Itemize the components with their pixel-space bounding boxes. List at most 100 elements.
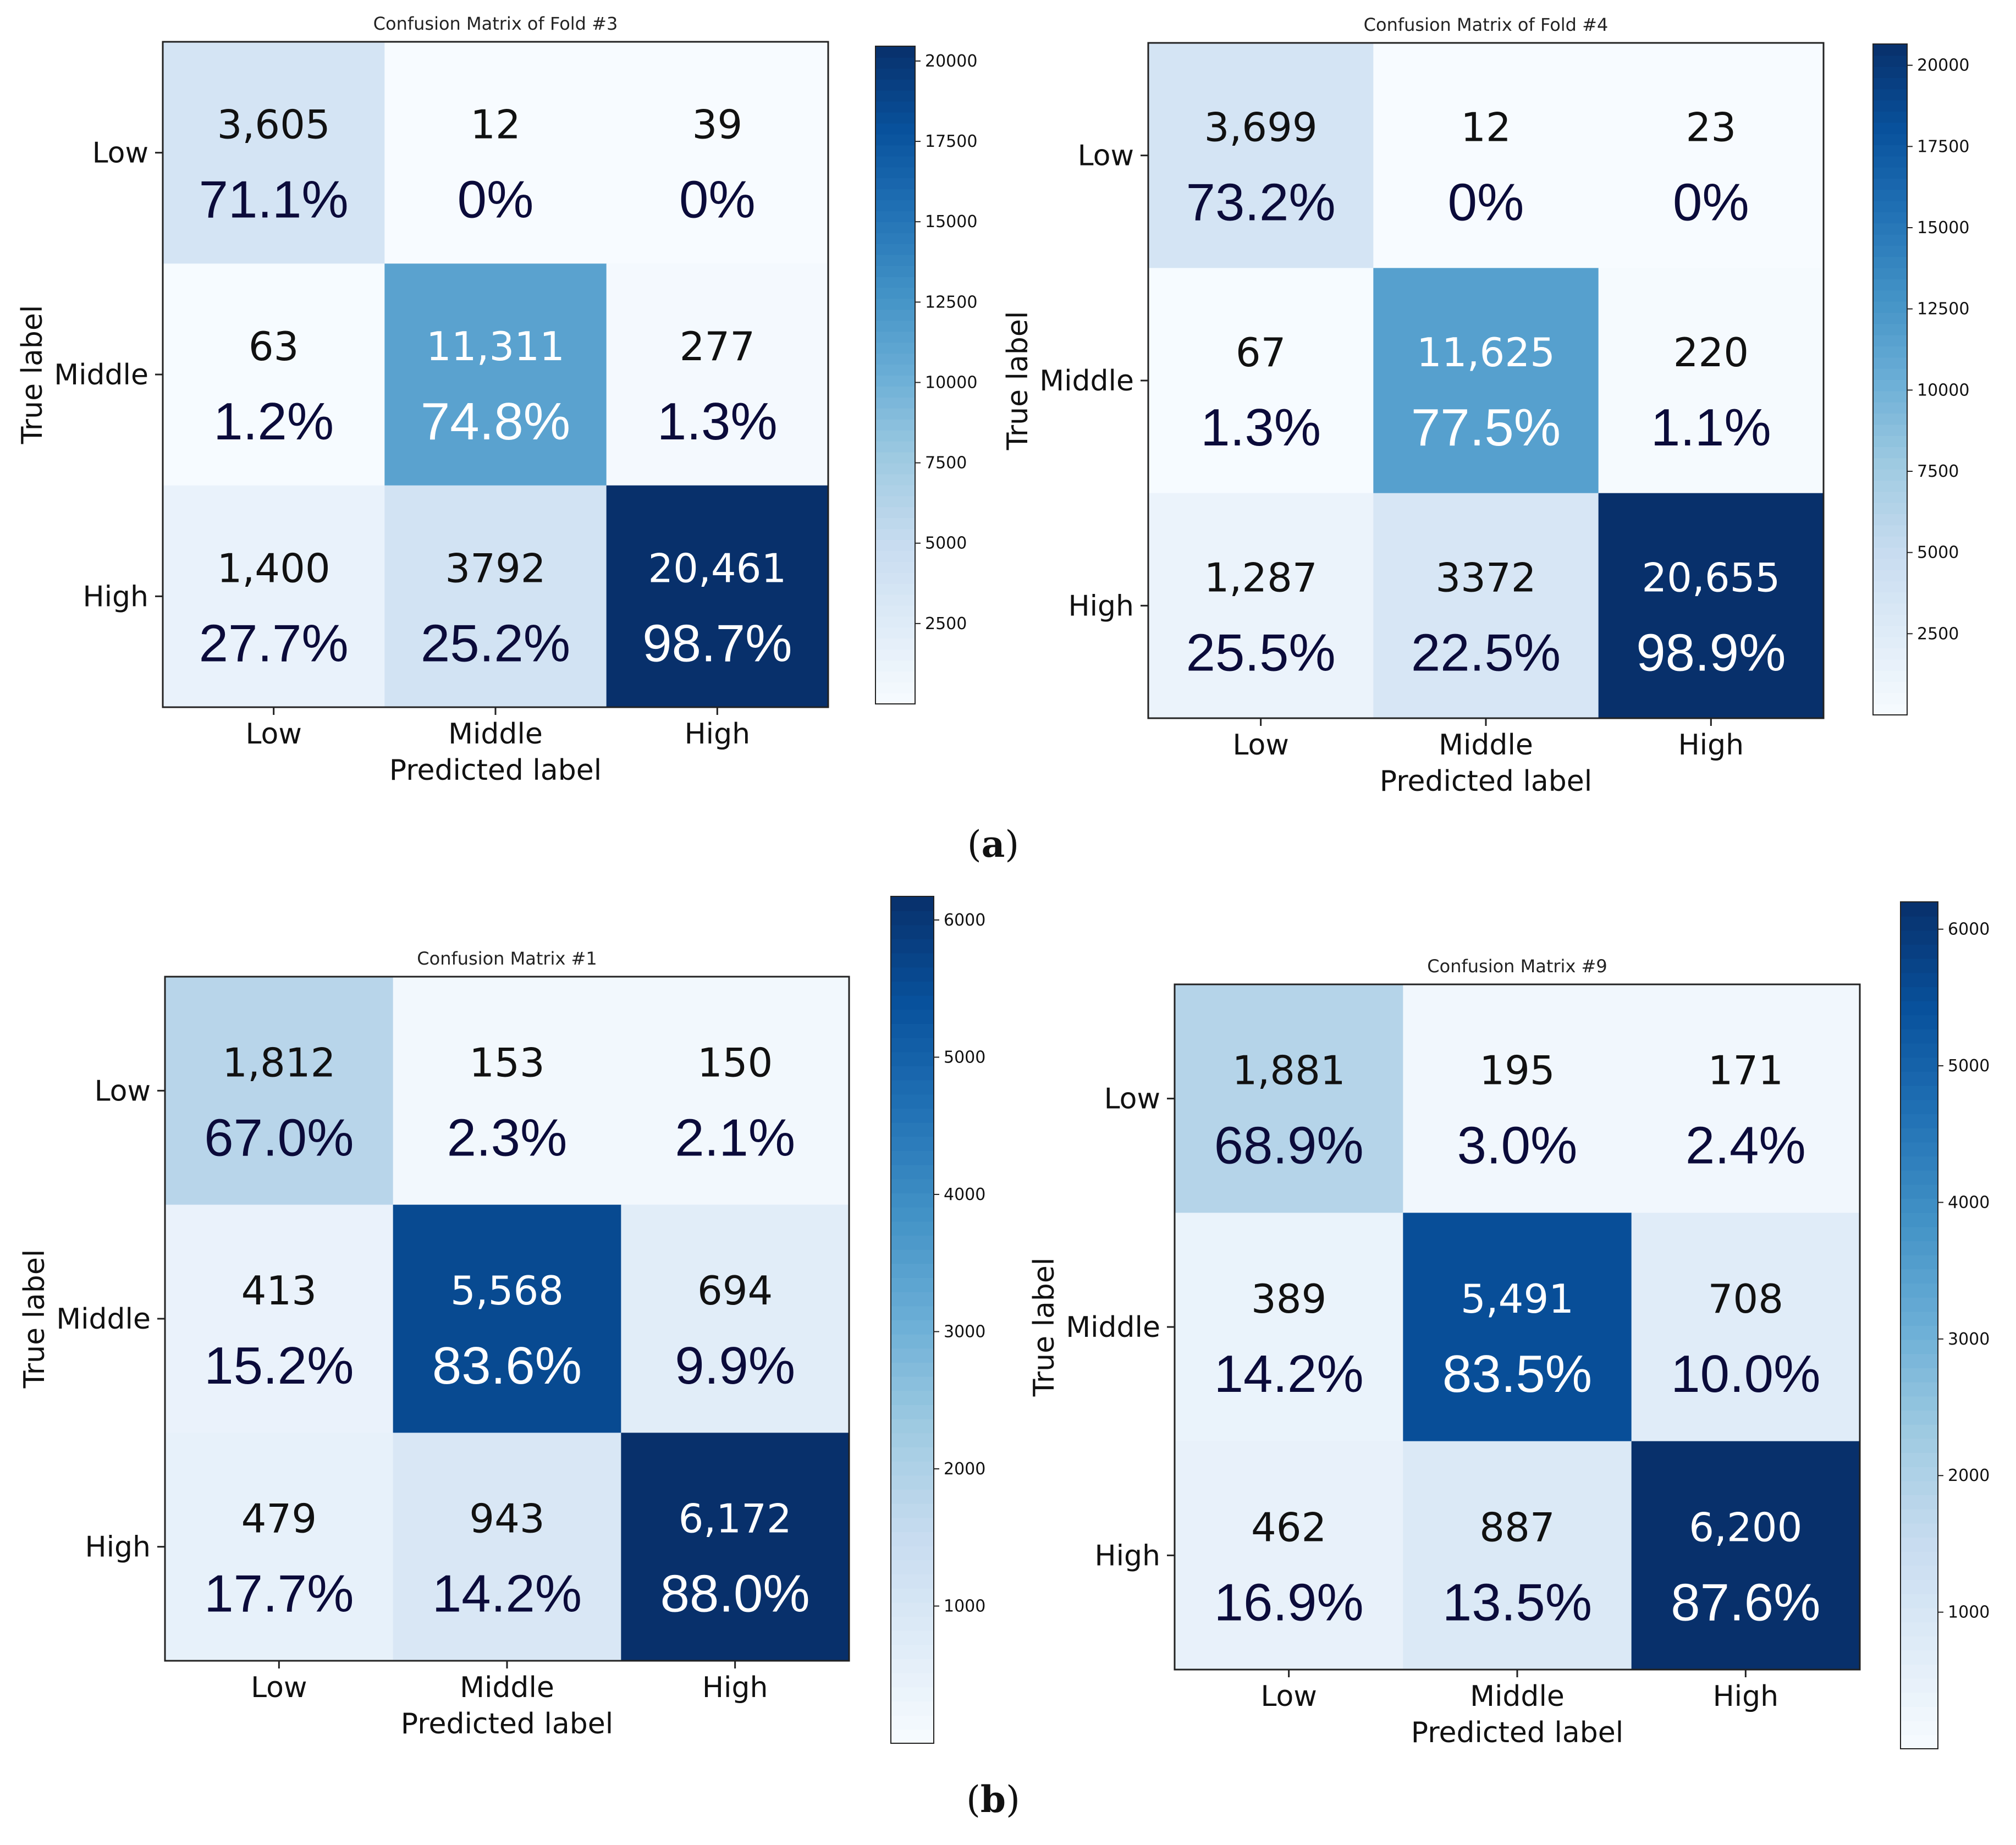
cell-count-label: 3372 [1435,554,1536,601]
colorbar-segment [1873,648,1907,660]
cell-count-label: 1,287 [1204,554,1318,601]
colorbar-segment [1873,447,1907,459]
cell-percent-label: 98.9% [1636,623,1786,682]
colorbar-segment [1901,1114,1938,1128]
colorbar-segment [1873,44,1907,56]
cell-percent-label: 74.8% [421,392,570,451]
matrix-cell [393,1204,621,1433]
colorbar-segment [891,1320,934,1335]
colorbar-segment [1873,681,1907,693]
matrix-cell [1148,43,1374,268]
matrix-cell [606,485,829,708]
x-tick-label: High [1713,1680,1779,1713]
y-axis-label: True label [1001,311,1034,451]
colorbar-segment [875,418,915,431]
matrix-cell [606,42,829,264]
colorbar-segment [891,1701,934,1716]
colorbar-segment [1873,469,1907,481]
colorbar-segment [1873,401,1907,414]
colorbar-segment [1901,1622,1938,1637]
colorbar-segment [891,1588,934,1603]
cell-count-label: 67 [1236,329,1286,376]
colorbar-segment [875,550,915,562]
colorbar-segment [1873,390,1907,403]
colorbar-segment [1901,1071,1938,1086]
colorbar-segment [875,561,915,573]
colorbar-segment [891,1729,934,1744]
colorbar-segment [891,1221,934,1236]
colorbar-segment [1873,357,1907,369]
colorbar: 1000 2000 3000 4000 5000 6000 [890,896,985,1744]
colorbar-tick-label: 2000 [1948,1466,1990,1485]
colorbar-segment [875,243,915,255]
y-axis-label: True label [16,305,49,445]
colorbar-segment [875,331,915,343]
matrix-cell [621,1433,850,1661]
colorbar-segment [891,1461,934,1476]
colorbar-segment [1873,334,1907,346]
colorbar-segment [1901,1297,1938,1312]
cell-count-label: 11,625 [1417,329,1555,376]
colorbar-segment [875,660,915,672]
cell-count-label: 1,812 [222,1039,335,1086]
colorbar-segment [891,1532,934,1546]
colorbar-segment [891,1672,934,1688]
colorbar-tick-label: 7500 [925,454,967,473]
cell-count-label: 6,172 [679,1496,792,1542]
colorbar-segment [1873,692,1907,704]
matrix-cell [384,42,607,264]
x-tick-label: Middle [460,1671,554,1704]
cell-percent-label: 2.1% [675,1108,795,1167]
cell-count-label: 150 [697,1039,773,1086]
colorbar-segment [875,167,915,179]
cell-percent-label: 2.3% [447,1108,568,1167]
colorbar-segment [1873,502,1907,514]
colorbar-segment [1901,1368,1938,1383]
colorbar-segment [875,265,915,277]
colorbar-segment [1901,1579,1938,1594]
colorbar-segment [891,1306,934,1320]
colorbar-segment [1873,536,1907,548]
y-tick-label: Middle [1066,1311,1160,1344]
cell-percent-label: 0% [458,170,534,229]
colorbar-segment [875,572,915,584]
y-tick-label: Middle [1039,365,1134,398]
cell-count-label: 220 [1673,329,1749,376]
colorbar-tick-label: 1000 [944,1596,985,1616]
colorbar-segment [1873,413,1907,425]
colorbar-segment [1873,636,1907,648]
colorbar-segment [1873,569,1907,581]
colorbar-segment [1873,480,1907,492]
matrix-cell [163,485,385,708]
cell-count-label: 708 [1708,1276,1783,1322]
colorbar-segment [891,1503,934,1518]
colorbar-segment [1873,89,1907,101]
matrix-cell [1598,43,1824,268]
matrix-cell [163,263,385,486]
colorbar-segment [1873,178,1907,190]
cell-percent-label: 1.2% [213,392,334,451]
x-tick-label: Middle [448,718,543,751]
colorbar-tick-label: 4000 [1948,1193,1990,1212]
colorbar-segment [891,1066,934,1081]
colorbar-frame [1900,901,1938,1749]
colorbar-segment [891,1475,934,1490]
colorbar-segment [1873,133,1907,145]
colorbar-tick-label: 20000 [925,52,977,71]
colorbar-segment [891,1207,934,1222]
cell-count-label: 6,200 [1689,1504,1802,1550]
y-tick-label: High [1068,590,1134,623]
cell-count-label: 153 [469,1039,544,1086]
colorbar-tick-label: 2500 [925,614,967,634]
y-tick-label: Low [92,137,148,170]
cell-percent-label: 98.7% [642,614,792,673]
colorbar-segment [891,1376,934,1391]
colorbar-segment [1901,1057,1938,1072]
cell-percent-label: 0% [1448,173,1524,232]
colorbar-segment [1873,614,1907,626]
chart-title: Confusion Matrix #1 [417,948,597,969]
colorbar-segment [891,1037,934,1053]
cell-count-label: 5,568 [450,1268,564,1314]
colorbar-segment [875,232,915,244]
colorbar-segment [875,385,915,398]
